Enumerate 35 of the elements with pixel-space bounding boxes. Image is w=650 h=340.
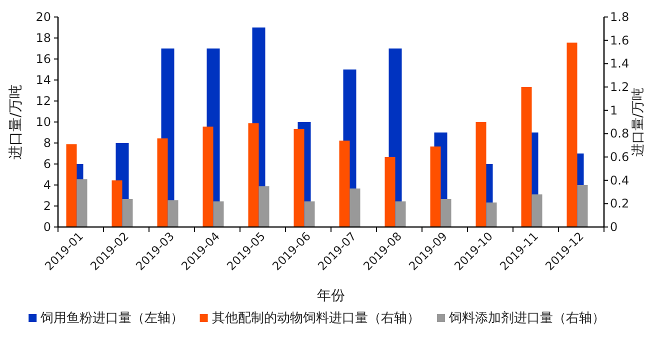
y-tick-label: 14 bbox=[36, 73, 51, 87]
y2-tick-label: 1.8 bbox=[610, 10, 630, 24]
legend-label: 饲用鱼粉进口量（左轴） bbox=[40, 311, 184, 326]
legend-label: 其他配制的动物饲料进口量（右轴） bbox=[212, 311, 420, 326]
bar bbox=[258, 186, 270, 227]
y-tick-label: 10 bbox=[36, 115, 51, 129]
bar bbox=[168, 200, 178, 227]
y2-tick-label: 0 bbox=[610, 220, 618, 234]
y-tick-label: 4 bbox=[43, 178, 51, 192]
x-axis-title: 年份 bbox=[317, 288, 345, 304]
y2-tick-label: 1.4 bbox=[610, 56, 630, 71]
y-tick-label: 18 bbox=[36, 31, 51, 45]
bar bbox=[440, 199, 452, 227]
y-tick-label: 2 bbox=[43, 199, 51, 213]
bar bbox=[304, 201, 315, 227]
y2-tick-label: 1 bbox=[610, 103, 618, 118]
y-tick-label: 16 bbox=[36, 52, 51, 66]
y-tick-label: 12 bbox=[36, 94, 51, 108]
y-tick-label: 20 bbox=[36, 10, 51, 24]
y2-tick-label: 0.4 bbox=[610, 173, 630, 188]
y2-tick-label: 1.2 bbox=[610, 80, 630, 94]
bar bbox=[566, 42, 578, 227]
y-tick-label: 0 bbox=[43, 220, 51, 234]
legend-label: 饲料添加剂进口量（右轴） bbox=[448, 310, 605, 326]
bar bbox=[395, 201, 406, 227]
bar bbox=[350, 188, 360, 227]
y2-axis-title: 进口量/万吨 bbox=[631, 87, 646, 157]
y2-tick-label: 0.6 bbox=[610, 150, 630, 164]
y2-tick-label: 0.8 bbox=[610, 126, 630, 141]
y2-tick-label: 0.2 bbox=[610, 196, 630, 211]
bar bbox=[213, 201, 224, 227]
y-tick-label: 6 bbox=[43, 157, 51, 171]
y-axis-title: 进口量/万吨 bbox=[8, 84, 24, 160]
y-tick-label: 8 bbox=[43, 136, 51, 150]
y2-tick-label: 1.6 bbox=[610, 33, 630, 48]
